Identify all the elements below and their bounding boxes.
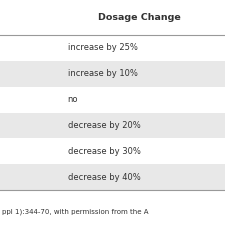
Text: increase by 10%: increase by 10% — [68, 69, 137, 78]
Text: decrease by 20%: decrease by 20% — [68, 121, 140, 130]
Text: decrease by 40%: decrease by 40% — [68, 173, 140, 182]
Text: Dosage Change: Dosage Change — [98, 13, 181, 22]
Text: increase by 25%: increase by 25% — [68, 43, 137, 52]
Text: no: no — [68, 95, 78, 104]
Text: decrease by 30%: decrease by 30% — [68, 147, 140, 156]
Bar — [0, 61, 225, 87]
Bar — [0, 112, 225, 138]
Text: ppl 1):344-70, with permission from the A: ppl 1):344-70, with permission from the … — [2, 208, 149, 215]
Bar — [0, 164, 225, 190]
